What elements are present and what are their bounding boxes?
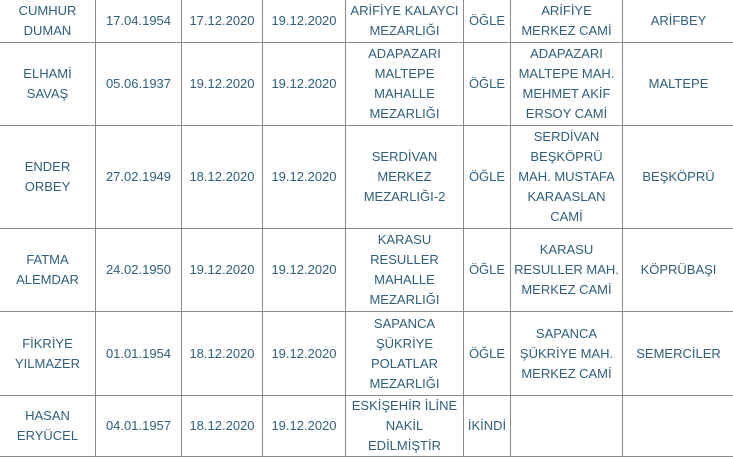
cell-mosque: SAPANCA ŞÜKRİYE MAH. MERKEZ CAMİ bbox=[511, 312, 623, 396]
cell-birth: 17.04.1954 bbox=[96, 0, 182, 43]
cell-birth: 27.02.1949 bbox=[96, 126, 182, 229]
cell-mosque: ADAPAZARI MALTEPE MAH. MEHMET AKİF ERSOY… bbox=[511, 43, 623, 126]
cell-mosque: SERDİVAN BEŞKÖPRÜ MAH. MUSTAFA KARAASLAN… bbox=[511, 126, 623, 229]
cell-burial: 19.12.2020 bbox=[263, 396, 346, 457]
cell-neighborhood bbox=[623, 396, 733, 457]
cell-birth: 24.02.1950 bbox=[96, 229, 182, 312]
cell-burial: 19.12.2020 bbox=[263, 126, 346, 229]
cell-neighborhood: KÖPRÜBAŞI bbox=[623, 229, 733, 312]
cell-cemetery: SERDİVAN MERKEZ MEZARLIĞI-2 bbox=[346, 126, 464, 229]
cell-name: FATMA ALEMDAR bbox=[0, 229, 96, 312]
cell-burial: 19.12.2020 bbox=[263, 229, 346, 312]
cell-mosque: KARASU RESULLER MAH. MERKEZ CAMİ bbox=[511, 229, 623, 312]
cell-prayer-time: İKİNDİ bbox=[464, 396, 511, 457]
cell-cemetery: ARİFİYE KALAYCI MEZARLIĞI bbox=[346, 0, 464, 43]
cell-name: CUMHUR DUMAN bbox=[0, 0, 96, 43]
cell-prayer-time: ÖĞLE bbox=[464, 126, 511, 229]
cell-birth: 04.01.1957 bbox=[96, 396, 182, 457]
cell-birth: 05.06.1937 bbox=[96, 43, 182, 126]
cell-cemetery: ESKİŞEHİR İLİNE NAKİL EDİLMİŞTİR bbox=[346, 396, 464, 457]
cell-burial: 19.12.2020 bbox=[263, 0, 346, 43]
cell-burial: 19.12.2020 bbox=[263, 43, 346, 126]
cell-neighborhood: SEMERCİLER bbox=[623, 312, 733, 396]
cell-birth: 01.01.1954 bbox=[96, 312, 182, 396]
cell-prayer-time: ÖĞLE bbox=[464, 229, 511, 312]
cell-burial: 19.12.2020 bbox=[263, 312, 346, 396]
cell-death: 18.12.2020 bbox=[182, 312, 263, 396]
cell-cemetery: ADAPAZARI MALTEPE MAHALLE MEZARLIĞI bbox=[346, 43, 464, 126]
cell-mosque: ARİFİYE MERKEZ CAMİ bbox=[511, 0, 623, 43]
cell-death: 18.12.2020 bbox=[182, 126, 263, 229]
cell-prayer-time: ÖĞLE bbox=[464, 0, 511, 43]
cell-name: ELHAMİ SAVAŞ bbox=[0, 43, 96, 126]
cell-cemetery: KARASU RESULLER MAHALLE MEZARLIĞI bbox=[346, 229, 464, 312]
cell-name: FİKRİYE YILMAZER bbox=[0, 312, 96, 396]
cell-name: HASAN ERYÜCEL bbox=[0, 396, 96, 457]
cell-neighborhood: ARİFBEY bbox=[623, 0, 733, 43]
cell-neighborhood: BEŞKÖPRÜ bbox=[623, 126, 733, 229]
cell-neighborhood: MALTEPE bbox=[623, 43, 733, 126]
cell-cemetery: SAPANCA ŞÜKRİYE POLATLAR MEZARLIĞI bbox=[346, 312, 464, 396]
cell-prayer-time: ÖĞLE bbox=[464, 43, 511, 126]
cell-name: ENDER ORBEY bbox=[0, 126, 96, 229]
cell-death: 19.12.2020 bbox=[182, 43, 263, 126]
cell-death: 19.12.2020 bbox=[182, 229, 263, 312]
cell-death: 17.12.2020 bbox=[182, 0, 263, 43]
cell-prayer-time: ÖĞLE bbox=[464, 312, 511, 396]
cell-mosque bbox=[511, 396, 623, 457]
cell-death: 18.12.2020 bbox=[182, 396, 263, 457]
